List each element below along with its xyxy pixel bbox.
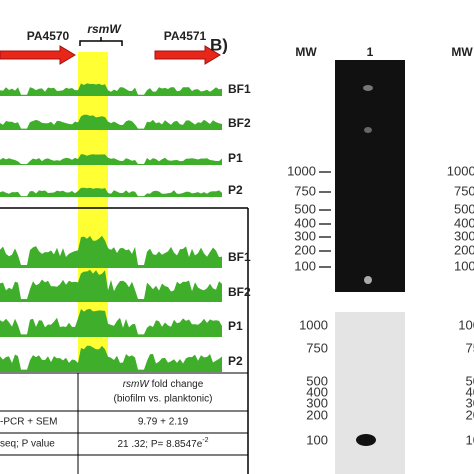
marker-label: 750	[306, 340, 328, 355]
marker-label: 100	[294, 258, 316, 273]
coverage-track	[0, 187, 222, 197]
marker-label: 400	[294, 215, 316, 230]
marker-label: 500	[306, 373, 328, 388]
marker-label: 30	[466, 395, 474, 410]
track-label: BF1	[228, 82, 251, 96]
table-header: (biofilm vs. planktonic)	[114, 394, 213, 405]
gene-label: PA4570	[27, 29, 70, 43]
table-header: rsmW fold change	[123, 379, 204, 390]
marker-label: 200	[306, 407, 328, 422]
marker-label: 200-	[454, 242, 474, 257]
gel-band	[364, 127, 372, 133]
track-label: P2	[228, 354, 243, 368]
superscript: -2	[202, 437, 208, 444]
gene-label: PA4571	[164, 29, 207, 43]
track-label: BF2	[228, 116, 251, 130]
markers: 1000750500400300200100100075050040030020…	[287, 163, 474, 447]
marker-label: 400	[306, 384, 328, 399]
tracks	[0, 83, 222, 372]
marker-label: 1000	[287, 163, 316, 178]
table-cell: -PCR + SEM	[0, 417, 58, 428]
table-cell: 21 .32; P= 8.8547e-2	[117, 437, 208, 450]
marker-label: 200	[294, 242, 316, 257]
gene-arrow	[154, 45, 221, 65]
gel-image	[335, 60, 405, 292]
table-cell: seq; P value	[0, 439, 55, 450]
marker-label: 1000-	[447, 163, 474, 178]
coverage-track	[0, 308, 222, 337]
table-header-text: fold change	[152, 379, 204, 390]
marker-label: 10	[466, 432, 474, 447]
table	[0, 372, 248, 474]
bracket	[79, 37, 123, 46]
marker-label: 100-	[454, 258, 474, 273]
coverage-track	[0, 269, 222, 302]
marker-label: 500-	[454, 201, 474, 216]
marker-label: 20	[466, 407, 474, 422]
gel-band	[363, 85, 373, 91]
marker-label: 400-	[454, 215, 474, 230]
blot-image	[335, 312, 405, 474]
coverage-track	[0, 83, 222, 96]
track-label: BF1	[228, 250, 251, 264]
blot-band	[356, 434, 376, 446]
table-cell: 9.79 + 2.19	[138, 417, 189, 428]
marker-label: 750	[294, 183, 316, 198]
marker-label: 1000	[299, 317, 328, 332]
gel-band	[364, 276, 372, 284]
lane-label: 1	[367, 45, 374, 59]
marker-label: 300	[306, 395, 328, 410]
marker-label: 300	[294, 228, 316, 243]
lane-label: MW	[295, 45, 317, 59]
marker-label: 100	[306, 432, 328, 447]
marker-label: 50	[466, 373, 474, 388]
coverage-track	[0, 114, 222, 130]
coverage-track	[0, 154, 222, 165]
gene-arrow	[0, 45, 76, 65]
coverage-track	[0, 345, 222, 372]
track-label: BF2	[228, 285, 251, 299]
marker-label: 500	[294, 201, 316, 216]
panel-label: B)	[210, 35, 228, 54]
marker-label: 100	[458, 317, 474, 332]
coverage-track	[0, 235, 222, 268]
marker-label: 40	[466, 384, 474, 399]
marker-label: 750-	[454, 183, 474, 198]
track-label: P2	[228, 183, 243, 197]
marker-label: 75	[466, 340, 474, 355]
track-label: P1	[228, 319, 243, 333]
table-cell-text: 21 .32; P= 8.8547e	[117, 439, 202, 450]
table-header-gene: rsmW	[123, 379, 151, 390]
lane-label: MW	[451, 45, 473, 59]
marker-label: 300-	[454, 228, 474, 243]
track-label: P1	[228, 151, 243, 165]
gene-label: rsmW	[87, 22, 122, 36]
